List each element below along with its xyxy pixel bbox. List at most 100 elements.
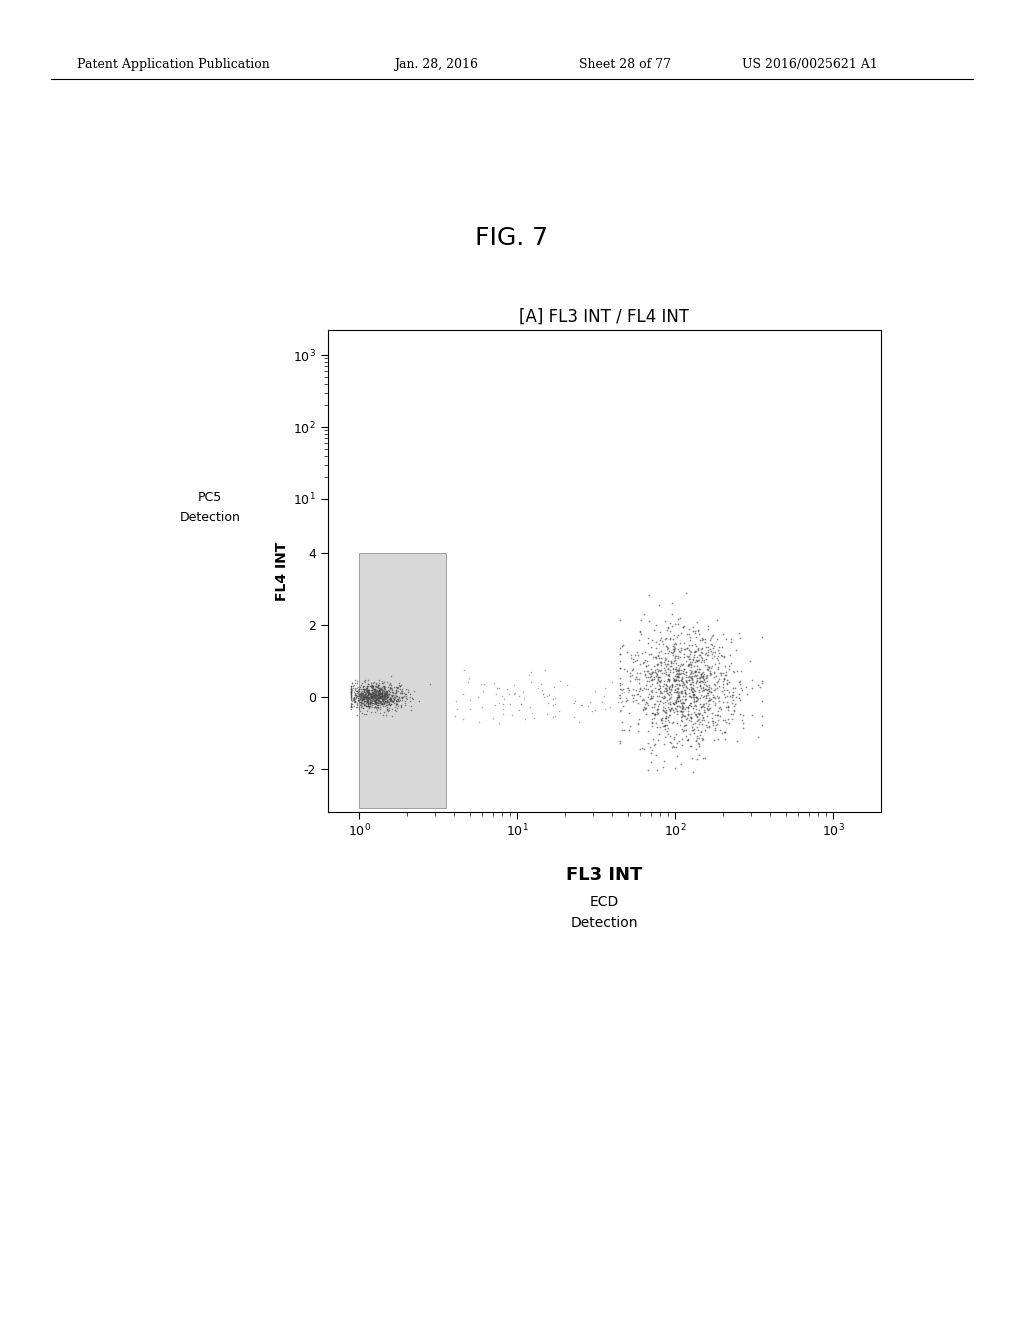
Point	[675, 616, 691, 638]
Point	[683, 667, 699, 688]
Point	[670, 624, 686, 645]
Point	[403, 700, 420, 721]
Point	[682, 628, 698, 649]
Point	[657, 680, 674, 701]
Point	[648, 657, 665, 678]
Point	[632, 738, 648, 759]
Point	[699, 682, 716, 704]
Point	[524, 702, 541, 723]
Point	[364, 688, 380, 709]
Point	[742, 651, 759, 672]
Point	[694, 647, 711, 668]
Point	[373, 688, 389, 709]
Point	[354, 685, 371, 706]
Point	[364, 682, 380, 704]
Point	[367, 678, 383, 700]
Point	[706, 686, 722, 708]
Point	[689, 676, 706, 697]
Point	[721, 656, 737, 677]
Point	[369, 692, 385, 713]
Point	[374, 682, 390, 704]
Point	[377, 696, 393, 717]
Point	[732, 627, 749, 648]
Point	[369, 688, 385, 709]
Point	[393, 682, 410, 704]
Point	[354, 693, 371, 714]
Title: [A] FL3 INT / FL4 INT: [A] FL3 INT / FL4 INT	[519, 308, 689, 326]
Point	[664, 684, 680, 705]
Point	[673, 700, 689, 721]
Point	[375, 681, 391, 702]
Point	[685, 722, 701, 743]
Point	[613, 636, 630, 657]
Point	[387, 682, 403, 704]
Point	[697, 636, 714, 657]
Point	[662, 665, 678, 686]
Point	[359, 686, 376, 708]
Point	[694, 709, 711, 730]
Point	[379, 689, 395, 710]
Point	[354, 688, 371, 709]
Point	[390, 675, 407, 696]
Point	[360, 690, 377, 711]
Point	[692, 659, 709, 680]
Point	[357, 684, 374, 705]
Point	[371, 690, 387, 711]
Point	[644, 630, 660, 651]
Point	[624, 660, 640, 681]
Point	[381, 675, 397, 696]
Point	[684, 665, 700, 686]
Point	[713, 698, 729, 719]
Point	[354, 697, 371, 718]
Point	[393, 686, 410, 708]
Point	[371, 682, 387, 704]
Point	[384, 684, 400, 705]
Point	[366, 682, 382, 704]
Point	[566, 690, 583, 711]
Point	[647, 734, 664, 755]
Point	[707, 642, 723, 663]
Point	[687, 681, 703, 702]
Point	[372, 680, 388, 701]
Point	[726, 661, 742, 682]
Point	[668, 669, 684, 690]
Point	[378, 681, 394, 702]
Point	[371, 697, 387, 718]
Point	[389, 698, 406, 719]
Point	[504, 705, 520, 726]
Point	[372, 684, 388, 705]
Point	[376, 684, 392, 705]
Point	[688, 706, 705, 727]
Point	[488, 684, 505, 705]
Point	[388, 685, 404, 706]
Point	[460, 672, 476, 693]
Point	[372, 685, 388, 706]
Point	[660, 706, 677, 727]
Point	[349, 697, 366, 718]
Point	[358, 681, 375, 702]
Point	[678, 709, 694, 730]
Point	[350, 676, 367, 697]
Point	[370, 677, 386, 698]
Point	[355, 690, 372, 711]
Point	[404, 688, 421, 709]
Point	[710, 705, 726, 726]
Point	[702, 663, 719, 684]
Point	[376, 675, 392, 696]
Point	[692, 671, 709, 692]
Point	[648, 631, 665, 652]
Point	[372, 680, 388, 701]
Point	[353, 681, 370, 702]
Point	[679, 623, 695, 644]
Point	[368, 682, 384, 704]
Point	[396, 684, 413, 705]
Point	[367, 689, 383, 710]
Point	[621, 680, 637, 701]
Point	[674, 682, 690, 704]
Point	[687, 640, 703, 661]
Point	[675, 719, 691, 741]
Point	[359, 696, 376, 717]
Point	[709, 704, 725, 725]
Point	[667, 632, 683, 653]
Point	[673, 659, 689, 680]
